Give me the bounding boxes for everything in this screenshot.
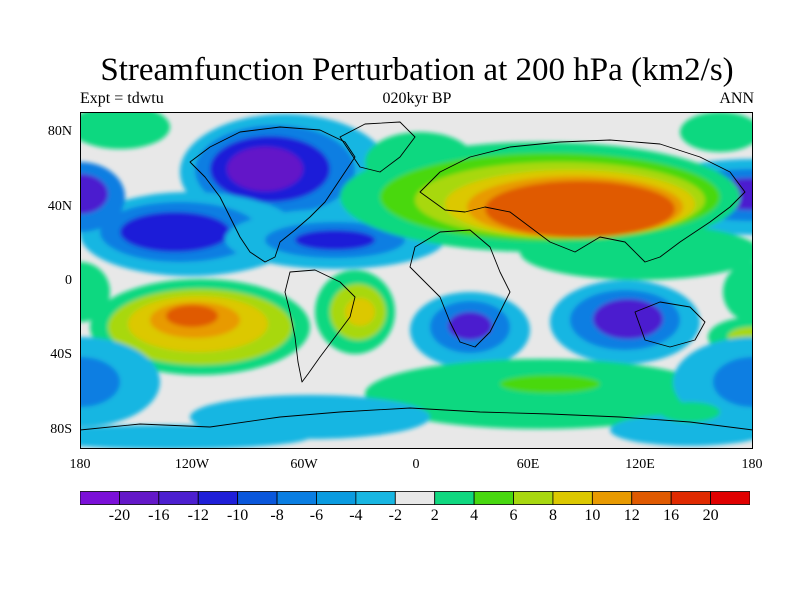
- colorbar-swatches: [80, 491, 750, 505]
- coastline-greenland: [339, 121, 416, 173]
- colorbar-swatch: [197, 491, 239, 505]
- colorbar-label: 20: [702, 507, 719, 524]
- lat-label-80n: 80N: [47, 124, 72, 139]
- coastlines: [80, 121, 753, 431]
- colorbar-label: 4: [470, 507, 479, 524]
- coastline-south-america: [284, 269, 356, 383]
- lon-label-60e: 60E: [516, 457, 540, 472]
- lat-label-0: 0: [65, 273, 72, 288]
- lon-label-180w: 180: [69, 457, 91, 472]
- colorbar-swatch: [552, 491, 593, 505]
- colorbar-label: -16: [148, 507, 170, 524]
- plot-title: Streamfunction Perturbation at 200 hPa (…: [100, 52, 734, 88]
- contour-lobe-arctic: [80, 112, 753, 422]
- contour-fields: [80, 112, 753, 449]
- colorbar-swatch: [513, 491, 554, 505]
- lon-label-180e: 180: [741, 457, 763, 472]
- colorbar-swatch: [355, 491, 396, 505]
- colorbar-swatch: [316, 491, 357, 505]
- colorbar-label: 16: [663, 507, 680, 524]
- colorbar-swatch: [80, 491, 120, 505]
- colorbar-label: -8: [270, 507, 284, 524]
- colorbar-swatch: [434, 491, 475, 505]
- colorbar-label: 10: [584, 507, 601, 524]
- colorbar-label: -6: [309, 507, 324, 524]
- lat-label-80s: 80S: [50, 422, 72, 437]
- contour-band-n-subtropics: [80, 192, 445, 276]
- map-panel: [80, 112, 753, 449]
- contour-band-antarctic: [80, 262, 753, 449]
- colorbar-label: -12: [187, 507, 209, 524]
- colorbar-swatch: [394, 491, 436, 505]
- colorbar-swatch: [710, 491, 750, 505]
- lon-label-0: 0: [412, 457, 420, 472]
- season-label: ANN: [719, 90, 754, 107]
- contour-lobe-south-pacific: [90, 279, 310, 375]
- lat-label-40n: 40N: [47, 199, 72, 214]
- colorbar-swatch: [237, 491, 278, 505]
- coastline-eurasia: [419, 139, 746, 263]
- coastline-africa: [409, 229, 511, 348]
- lat-label-40s: 40S: [50, 347, 72, 362]
- colorbar-label: 2: [430, 507, 439, 524]
- lon-label-120e: 120E: [625, 457, 655, 472]
- coastline-australia: [634, 301, 706, 348]
- colorbar-label: 12: [623, 507, 640, 524]
- colorbar-label: -20: [108, 507, 131, 524]
- lon-label-120w: 120W: [174, 457, 210, 472]
- colorbar-swatch: [591, 491, 633, 505]
- colorbar-label: 8: [548, 507, 557, 524]
- experiment-label: Expt = tdwtu: [80, 90, 164, 107]
- colorbar-swatch: [670, 491, 711, 505]
- streamfunction-map: [80, 112, 753, 449]
- contour-lobe-south-atlantic: [315, 270, 395, 354]
- time-label: 020kyr BP: [382, 90, 452, 107]
- colorbar-swatch: [276, 491, 317, 505]
- contour-lobe-eurasia: [340, 132, 753, 280]
- colorbar-swatch: [158, 491, 199, 505]
- colorbar-swatch: [119, 491, 160, 505]
- colorbar: [80, 491, 750, 505]
- coastline-antarctica: [80, 407, 753, 431]
- map-border: [80, 112, 753, 449]
- colorbar-swatch: [631, 491, 672, 505]
- colorbar-label: -2: [388, 507, 402, 524]
- lon-label-60w: 60W: [290, 457, 318, 472]
- colorbar-label: 6: [509, 507, 518, 524]
- coastline-north-america: [189, 126, 356, 263]
- colorbar-label: -4: [349, 507, 363, 524]
- colorbar-label: -10: [226, 507, 249, 524]
- colorbar-swatch: [473, 491, 514, 505]
